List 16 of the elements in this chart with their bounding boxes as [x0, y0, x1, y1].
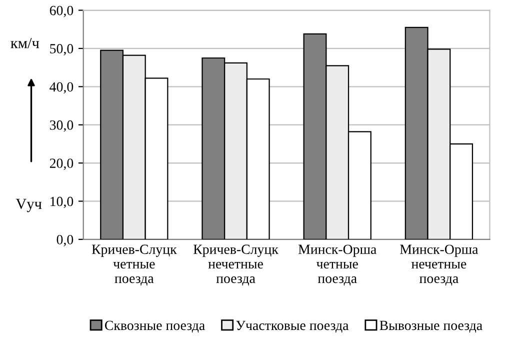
y-tick-label: 30,0 — [50, 120, 74, 132]
legend-label: Участковые поезда — [236, 320, 349, 333]
y-tick-label: 10,0 — [50, 196, 74, 208]
x-tick-label: Кричев-Слуцк четные поезда — [92, 244, 177, 286]
y-tick-label: 0,0 — [56, 234, 74, 246]
y-tick-label: 60,0 — [50, 6, 74, 18]
x-tick-label: Минск-Орша четные поезда — [298, 244, 376, 286]
y-tick-label: 50,0 — [50, 44, 74, 56]
y-axis-title: Vуч — [16, 198, 42, 212]
y-tick-label: 40,0 — [50, 82, 74, 94]
y-tick-label: 20,0 — [50, 158, 74, 170]
legend-label: Вывозные поезда — [380, 320, 482, 333]
text: км/ч — [10, 38, 40, 48]
x-tick-label: Минск-Орша нечетные поезда — [400, 244, 478, 286]
legend-label: Сквозные поезда — [104, 320, 205, 333]
x-tick-label: Кричев-Слуцк нечетные поезда — [194, 244, 278, 286]
